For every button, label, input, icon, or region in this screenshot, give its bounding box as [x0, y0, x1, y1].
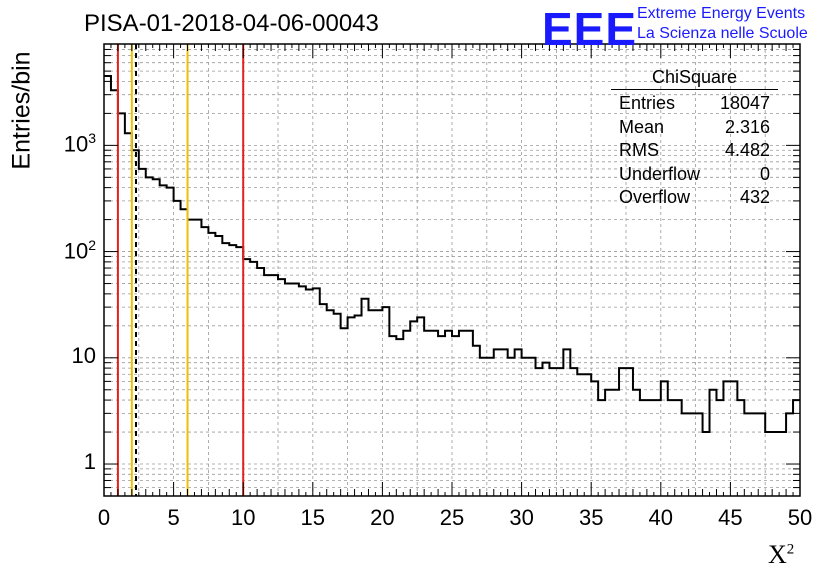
- x-tick-label: 45: [718, 505, 742, 530]
- stats-label: Overflow: [619, 187, 691, 207]
- x-axis-label-base: X: [768, 540, 787, 569]
- stats-label: RMS: [619, 140, 659, 160]
- x-tick-label: 5: [167, 505, 179, 530]
- y-tick-label: 10: [36, 343, 96, 369]
- y-tick-label-base: 10: [71, 342, 96, 368]
- logo-line-1: Extreme Energy Events: [637, 5, 806, 22]
- y-tick-label: 103: [36, 130, 96, 157]
- y-axis-label: Entries/bin: [7, 51, 36, 170]
- logo-caption: Extreme Energy Events La Scienza nelle S…: [637, 4, 808, 44]
- logo-line-2: La Scienza nelle Scuole: [637, 25, 808, 42]
- x-tick-label: 25: [440, 505, 464, 530]
- x-tick-label: 0: [98, 505, 110, 530]
- x-axis-label: X2: [768, 540, 794, 570]
- y-tick-label: 1: [36, 449, 96, 475]
- stats-label: Mean: [619, 116, 665, 137]
- stats-label: Entries: [619, 93, 676, 113]
- stats-value: 18047: [719, 93, 770, 113]
- y-tick-label-exp: 3: [88, 130, 96, 147]
- x-tick-label: 50: [788, 505, 812, 530]
- stats-row: Entries 18047: [611, 92, 778, 116]
- histogram-series: [104, 74, 800, 434]
- x-tick-label: 40: [649, 505, 673, 530]
- x-axis-label-sup: 2: [786, 541, 795, 558]
- stats-value: 2.316: [724, 116, 770, 137]
- stats-row: Mean 2.316: [611, 116, 778, 140]
- x-tick-label: 15: [301, 505, 325, 530]
- stats-value: 432: [739, 187, 770, 207]
- x-tick-label: 10: [231, 505, 255, 530]
- y-tick-label-base: 10: [63, 237, 89, 263]
- stats-row: RMS 4.482: [611, 139, 778, 163]
- x-tick-label: 30: [509, 505, 533, 530]
- stats-box: ChiSquare Entries 18047 Mean 2.316 RMS 4.48…: [611, 67, 778, 210]
- y-tick-label: 102: [36, 237, 96, 264]
- x-tick-label: 20: [370, 505, 394, 530]
- stats-value: 0: [759, 163, 770, 184]
- y-tick-label-base: 10: [63, 131, 89, 157]
- stats-row: Overflow 432: [611, 186, 778, 210]
- stats-value: 4.482: [724, 140, 770, 160]
- stats-row: Underflow 0: [611, 163, 778, 187]
- y-tick-label-base: 1: [83, 449, 96, 475]
- stats-header: ChiSquare: [611, 67, 778, 90]
- y-tick-label-exp: 2: [88, 236, 96, 253]
- stats-label: Underflow: [619, 163, 701, 184]
- x-tick-label: 35: [579, 505, 603, 530]
- chart-title: PISA-01-2018-04-06-00043: [84, 10, 379, 37]
- eee-logo: EEE: [542, 3, 638, 55]
